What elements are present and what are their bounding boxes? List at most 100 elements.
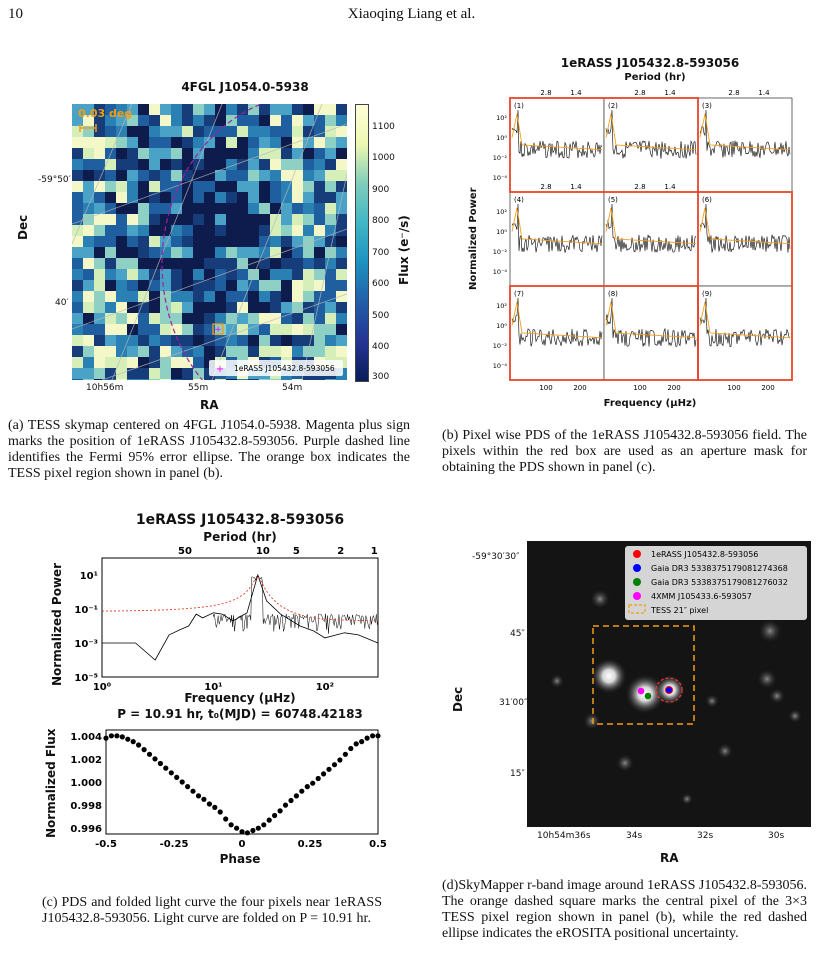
panel-d-ytick-3: 31′00″ [499, 698, 528, 708]
lc-ytick: 1.002 [70, 755, 102, 766]
svg-text:1.4: 1.4 [664, 183, 676, 191]
svg-text:10²: 10² [496, 114, 507, 122]
svg-text:(6): (6) [702, 196, 712, 204]
lc-point [304, 784, 310, 790]
pds-cell: (8) 100 200 [603, 285, 699, 392]
panel-d-ytick-2: 45″ [510, 629, 525, 639]
legend-label: 1eRASS J105432.8-593056 [651, 550, 758, 559]
pds-ytick: 10⁻⁵ [74, 673, 98, 684]
pds-cell: (4) 10² 10⁰ 10⁻² 10⁻⁴ 2.8 1.4 [493, 183, 605, 287]
lc-point [337, 757, 343, 763]
panel-a-xtick-2: 55m [188, 383, 209, 393]
lc-point [326, 766, 332, 772]
panel-d-xlabel: RA [660, 851, 679, 865]
lc-point [250, 827, 256, 834]
svg-text:10⁰: 10⁰ [496, 322, 507, 330]
pds-xtick: 10⁰ [93, 682, 111, 693]
pds-top-tick: 2 [337, 546, 344, 557]
pds-ytick: 10⁻³ [74, 639, 98, 650]
panel-a-legend: + 1eRASS J105432.8-593056 [209, 360, 343, 376]
lc-point [342, 751, 348, 757]
lc-point [108, 733, 114, 739]
svg-text:1.4: 1.4 [758, 89, 770, 97]
lc-point [206, 801, 212, 807]
lc-point [103, 735, 109, 741]
svg-text:(3): (3) [702, 102, 712, 110]
lc-point [195, 793, 202, 799]
panel-a-caption: (a) TESS skymap centered on 4FGL J1054.0… [8, 418, 410, 481]
lc-point [331, 762, 338, 768]
lc-ytick: 0.998 [70, 801, 102, 812]
pixel-pds-grid: (1) 10² 10⁰ 10⁻² 10⁻⁴ 2.8 1.4 (2) 2.8 1.4 (3) 2.8 1.… [493, 89, 793, 392]
lc-point [293, 793, 299, 799]
svg-text:100: 100 [633, 384, 646, 392]
svg-text:10⁻⁴: 10⁻⁴ [493, 362, 508, 370]
lc-ytick: 1.004 [70, 732, 102, 743]
pds-noise-line [213, 576, 378, 634]
svg-text:(1): (1) [514, 102, 524, 110]
lc-point [212, 804, 218, 810]
svg-text:1.4: 1.4 [570, 89, 582, 97]
legend-label: Gaia DR3 5338375179081274368 [651, 564, 788, 573]
panel-a-ylabel: Dec [16, 214, 30, 240]
skymapper-image: 1eRASS J105432.8-593056 Gaia DR3 53383751… [527, 541, 811, 827]
legend-marker [633, 550, 641, 558]
svg-text:10⁻²: 10⁻² [493, 342, 508, 350]
svg-text:200: 200 [667, 384, 680, 392]
pds-cell: (9) 100 200 [697, 285, 793, 392]
svg-text:10⁰: 10⁰ [496, 134, 507, 142]
lc-point [125, 736, 131, 742]
legend-marker [628, 604, 646, 614]
panel-d-xtick-3: 32s [697, 831, 714, 841]
svg-text:1.4: 1.4 [664, 89, 676, 97]
pds-xtick: 10² [316, 682, 334, 693]
colorbar [355, 104, 369, 382]
legend-label: TESS 21″ pixel [650, 606, 708, 615]
svg-text:2.8: 2.8 [540, 89, 551, 97]
lc-point [146, 751, 153, 757]
pds-top-tick: 10 [256, 546, 270, 557]
panel-c-title: 1eRASS J105432.8-593056 [135, 512, 345, 528]
pds-model-line [102, 575, 376, 622]
lc-xtick: -0.5 [95, 839, 117, 850]
svg-text:(4): (4) [514, 196, 524, 204]
lc-point [359, 739, 365, 745]
pds-xtick: 10¹ [204, 682, 222, 693]
svg-text:1.4: 1.4 [570, 183, 582, 191]
svg-text:2.8: 2.8 [634, 89, 645, 97]
panel-d-xtick-2: 34s [626, 831, 643, 841]
panel-b-xlabel: Frequency (μHz) [603, 398, 697, 409]
panel-a-xtick-1: 10h56m [86, 383, 124, 393]
panel-d-xtick-1: 10h54m36s [537, 831, 591, 841]
panel-a-xlabel: RA [200, 398, 219, 412]
page-number: 10 [8, 6, 23, 22]
lc-point [174, 774, 180, 780]
lc-point [114, 733, 120, 739]
lc-point [141, 747, 147, 753]
svg-text:2.8: 2.8 [728, 89, 739, 97]
panel-d-legend: 1eRASS J105432.8-593056 Gaia DR3 53383751… [625, 546, 807, 620]
panel-d-ytick-1: -59°30′30″ [472, 552, 520, 562]
pds-top-tick: 50 [178, 546, 192, 557]
panel-a-ytick-1: -59°50′ [38, 175, 71, 185]
lc-point [190, 788, 196, 794]
panel-d-ytick-4: 15″ [510, 769, 525, 779]
lc-xtick: 0 [239, 839, 246, 850]
lc-point [310, 780, 316, 786]
lc-point [185, 784, 191, 790]
panel-b-caption: (b) Pixel wise PDS of the 1eRASS J105432… [442, 428, 807, 475]
svg-text:100: 100 [727, 384, 740, 392]
lc-xtick: 0.25 [298, 839, 323, 850]
lc-point [201, 796, 207, 802]
lc-point [266, 817, 272, 823]
lc-xtick: -0.25 [160, 839, 189, 850]
panel-d-caption: (d)SkyMapper r-band image around 1eRASS … [442, 878, 807, 941]
pds-cell: (3) 2.8 1.4 [697, 89, 793, 193]
pds-ytick: 10¹ [80, 571, 98, 582]
lc-point [136, 742, 142, 748]
lc-point [255, 825, 261, 831]
lc-point [315, 775, 321, 782]
mask-box-bottom [509, 285, 699, 381]
lc-point [272, 812, 278, 819]
